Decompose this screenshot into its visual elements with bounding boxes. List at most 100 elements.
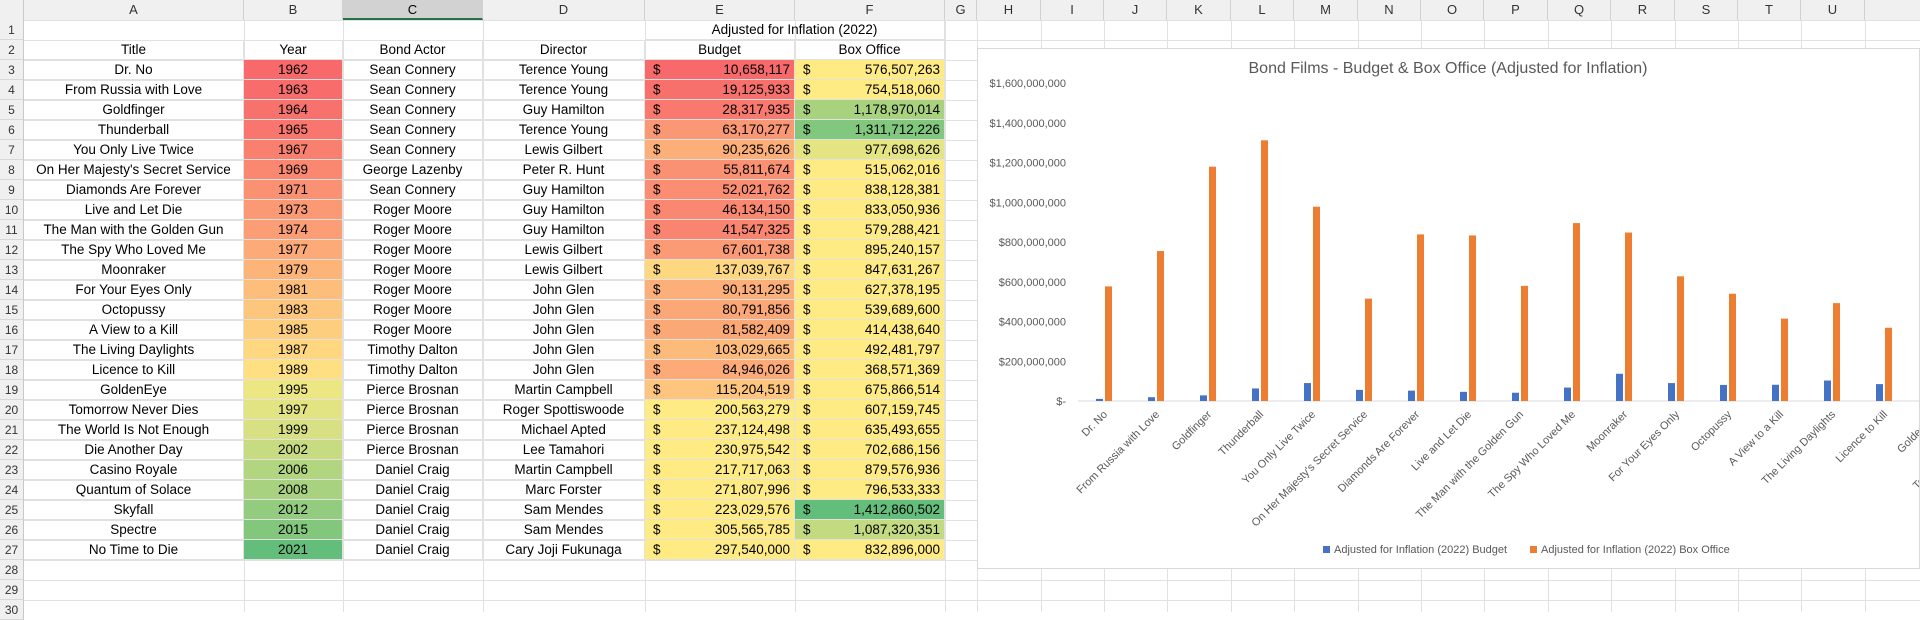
table-cell-director[interactable]: John Glen bbox=[483, 300, 645, 320]
table-cell-year[interactable]: 1977 bbox=[244, 240, 343, 260]
table-cell-year[interactable]: 1997 bbox=[244, 400, 343, 420]
table-cell-year[interactable]: 1985 bbox=[244, 320, 343, 340]
table-cell-year[interactable]: 1969 bbox=[244, 160, 343, 180]
table-cell-box-office[interactable]: $796,533,333 bbox=[795, 480, 945, 500]
table-cell-director[interactable]: Martin Campbell bbox=[483, 460, 645, 480]
table-cell-title[interactable]: On Her Majesty's Secret Service bbox=[24, 160, 244, 180]
table-cell-year[interactable]: 1962 bbox=[244, 60, 343, 80]
table-cell-budget[interactable]: $271,807,996 bbox=[645, 480, 795, 500]
table-cell-title[interactable]: For Your Eyes Only bbox=[24, 280, 244, 300]
row-header-13[interactable]: 13 bbox=[0, 260, 24, 280]
table-cell-box-office[interactable]: $879,576,936 bbox=[795, 460, 945, 480]
table-cell-director[interactable]: Sam Mendes bbox=[483, 520, 645, 540]
table-cell-title[interactable]: Thunderball bbox=[24, 120, 244, 140]
table-cell-director[interactable]: John Glen bbox=[483, 340, 645, 360]
table-cell-year[interactable]: 1963 bbox=[244, 80, 343, 100]
table-cell-budget[interactable]: $63,170,277 bbox=[645, 120, 795, 140]
row-header-27[interactable]: 27 bbox=[0, 540, 24, 560]
row-header-22[interactable]: 22 bbox=[0, 440, 24, 460]
table-cell-actor[interactable]: Sean Connery bbox=[343, 180, 483, 200]
row-header-6[interactable]: 6 bbox=[0, 120, 24, 140]
table-cell-director[interactable]: Guy Hamilton bbox=[483, 100, 645, 120]
row-header-3[interactable]: 3 bbox=[0, 60, 24, 80]
table-cell-actor[interactable]: Daniel Craig bbox=[343, 500, 483, 520]
table-cell-title[interactable]: Die Another Day bbox=[24, 440, 244, 460]
table-cell-actor[interactable]: Pierce Brosnan bbox=[343, 400, 483, 420]
table-cell-actor[interactable]: Sean Connery bbox=[343, 80, 483, 100]
table-cell-box-office[interactable]: $702,686,156 bbox=[795, 440, 945, 460]
table-cell-actor[interactable]: Timothy Dalton bbox=[343, 340, 483, 360]
row-header-5[interactable]: 5 bbox=[0, 100, 24, 120]
table-cell-title[interactable]: The Spy Who Loved Me bbox=[24, 240, 244, 260]
table-cell-actor[interactable]: George Lazenby bbox=[343, 160, 483, 180]
table-cell-title[interactable]: The Living Daylights bbox=[24, 340, 244, 360]
column-header-d[interactable]: D bbox=[483, 0, 645, 20]
table-cell-title[interactable]: You Only Live Twice bbox=[24, 140, 244, 160]
table-cell-box-office[interactable]: $895,240,157 bbox=[795, 240, 945, 260]
table-cell-box-office[interactable]: $832,896,000 bbox=[795, 540, 945, 560]
table-cell-box-office[interactable]: $576,507,263 bbox=[795, 60, 945, 80]
column-header-o[interactable]: O bbox=[1421, 0, 1484, 20]
table-cell-box-office[interactable]: $833,050,936 bbox=[795, 200, 945, 220]
table-cell-budget[interactable]: $52,021,762 bbox=[645, 180, 795, 200]
table-cell-year[interactable]: 1989 bbox=[244, 360, 343, 380]
table-cell-director[interactable]: Sam Mendes bbox=[483, 500, 645, 520]
table-cell-budget[interactable]: $41,547,325 bbox=[645, 220, 795, 240]
table-cell-director[interactable]: Cary Joji Fukunaga bbox=[483, 540, 645, 560]
table-cell-year[interactable]: 1965 bbox=[244, 120, 343, 140]
column-header-i[interactable]: I bbox=[1041, 0, 1104, 20]
table-cell-title[interactable]: The Man with the Golden Gun bbox=[24, 220, 244, 240]
row-header-24[interactable]: 24 bbox=[0, 480, 24, 500]
column-header-k[interactable]: K bbox=[1167, 0, 1231, 20]
table-cell-year[interactable]: 1971 bbox=[244, 180, 343, 200]
table-cell-box-office[interactable]: $754,518,060 bbox=[795, 80, 945, 100]
header-budget[interactable]: Budget bbox=[645, 40, 795, 60]
table-cell-budget[interactable]: $90,235,626 bbox=[645, 140, 795, 160]
column-header-u[interactable]: U bbox=[1801, 0, 1865, 20]
table-cell-title[interactable]: Quantum of Solace bbox=[24, 480, 244, 500]
table-cell-director[interactable]: Lee Tamahori bbox=[483, 440, 645, 460]
row-header-29[interactable]: 29 bbox=[0, 580, 24, 600]
table-cell-title[interactable]: GoldenEye bbox=[24, 380, 244, 400]
table-cell-actor[interactable]: Daniel Craig bbox=[343, 460, 483, 480]
row-header-2[interactable]: 2 bbox=[0, 40, 24, 60]
table-cell-year[interactable]: 1983 bbox=[244, 300, 343, 320]
table-cell-director[interactable]: John Glen bbox=[483, 320, 645, 340]
table-cell-box-office[interactable]: $1,311,712,226 bbox=[795, 120, 945, 140]
table-cell-actor[interactable]: Daniel Craig bbox=[343, 480, 483, 500]
table-cell-actor[interactable]: Sean Connery bbox=[343, 60, 483, 80]
table-cell-actor[interactable]: Timothy Dalton bbox=[343, 360, 483, 380]
table-cell-year[interactable]: 1987 bbox=[244, 340, 343, 360]
table-cell-director[interactable]: John Glen bbox=[483, 280, 645, 300]
table-cell-year[interactable]: 1973 bbox=[244, 200, 343, 220]
table-cell-director[interactable]: Terence Young bbox=[483, 120, 645, 140]
table-cell-title[interactable]: Skyfall bbox=[24, 500, 244, 520]
table-cell-budget[interactable]: $217,717,063 bbox=[645, 460, 795, 480]
table-cell-box-office[interactable]: $579,288,421 bbox=[795, 220, 945, 240]
column-header-j[interactable]: J bbox=[1104, 0, 1167, 20]
table-cell-year[interactable]: 2008 bbox=[244, 480, 343, 500]
row-header-11[interactable]: 11 bbox=[0, 220, 24, 240]
row-header-20[interactable]: 20 bbox=[0, 400, 24, 420]
table-cell-year[interactable]: 2015 bbox=[244, 520, 343, 540]
table-cell-director[interactable]: John Glen bbox=[483, 360, 645, 380]
row-header-17[interactable]: 17 bbox=[0, 340, 24, 360]
table-cell-actor[interactable]: Sean Connery bbox=[343, 100, 483, 120]
table-cell-budget[interactable]: $10,658,117 bbox=[645, 60, 795, 80]
table-cell-year[interactable]: 2021 bbox=[244, 540, 343, 560]
table-cell-actor[interactable]: Daniel Craig bbox=[343, 520, 483, 540]
table-cell-budget[interactable]: $84,946,026 bbox=[645, 360, 795, 380]
table-cell-title[interactable]: Live and Let Die bbox=[24, 200, 244, 220]
column-header-g[interactable]: G bbox=[945, 0, 977, 20]
table-cell-year[interactable]: 2002 bbox=[244, 440, 343, 460]
table-cell-director[interactable]: Martin Campbell bbox=[483, 380, 645, 400]
table-cell-box-office[interactable]: $847,631,267 bbox=[795, 260, 945, 280]
table-cell-actor[interactable]: Roger Moore bbox=[343, 300, 483, 320]
table-cell-title[interactable]: From Russia with Love bbox=[24, 80, 244, 100]
table-cell-actor[interactable]: Roger Moore bbox=[343, 320, 483, 340]
column-header-p[interactable]: P bbox=[1484, 0, 1548, 20]
table-cell-year[interactable]: 1995 bbox=[244, 380, 343, 400]
table-cell-actor[interactable]: Pierce Brosnan bbox=[343, 440, 483, 460]
table-cell-budget[interactable]: $80,791,856 bbox=[645, 300, 795, 320]
header-bond-actor[interactable]: Bond Actor bbox=[343, 40, 483, 60]
